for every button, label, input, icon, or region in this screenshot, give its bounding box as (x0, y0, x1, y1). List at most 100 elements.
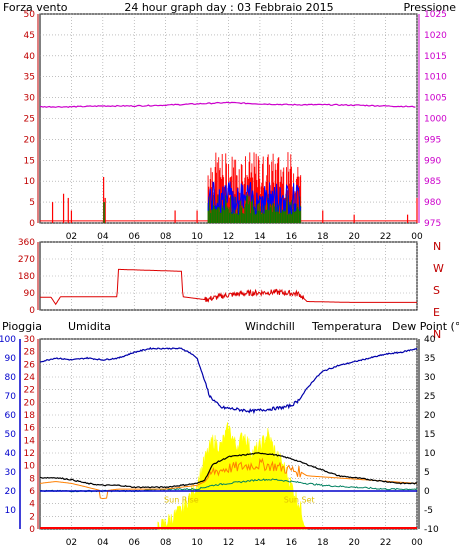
x-tick-label-wind: 08 (160, 232, 172, 242)
humidity-y-tick: 10 (5, 506, 17, 516)
x-tick-label-climate: 06 (129, 538, 141, 548)
compass-label: E (433, 306, 440, 319)
temperature-y-tick: 30 (424, 373, 436, 383)
temperature-y-tick: 15 (424, 430, 435, 440)
wind-y-tick: 10 (24, 177, 36, 187)
direction-y-tick: 360 (18, 238, 35, 248)
rain-y-tick: 24 (24, 373, 36, 383)
direction-y-tick: 270 (18, 255, 35, 265)
x-tick-label-climate: 14 (254, 538, 266, 548)
x-tick-label-wind: 18 (317, 232, 329, 242)
direction-y-tick: 180 (18, 272, 35, 282)
temperature-label: Temperatura (311, 320, 382, 333)
x-tick-label-wind: 12 (223, 232, 234, 242)
wind-speed-line (207, 181, 302, 215)
temperature-y-tick: 5 (424, 468, 430, 478)
wind-speed-label: Forza vento (3, 1, 68, 14)
humidity-y-tick: 100 (0, 335, 16, 345)
temperature-y-tick: 10 (424, 449, 436, 459)
temperature-y-tick: 40 (424, 335, 436, 345)
humidity-y-tick: 30 (5, 468, 17, 478)
x-tick-label-wind: 02 (66, 232, 77, 242)
x-tick-label-climate: 20 (348, 538, 360, 548)
humidity-y-tick: 80 (5, 373, 17, 383)
wind-y-tick: 0 (29, 219, 35, 229)
wind-direction-line (40, 268, 417, 306)
x-tick-label-wind: 22 (380, 232, 391, 242)
x-tick-label-wind: 00 (411, 232, 423, 242)
x-tick-label-climate: 04 (97, 538, 109, 548)
x-tick-label-wind: 20 (348, 232, 360, 242)
wind-y-tick: 30 (24, 94, 36, 104)
wind-y-tick: 25 (24, 115, 35, 125)
dewpoint-label: Dew Point (°C (392, 320, 459, 333)
humidity-y-tick: 50 (5, 430, 17, 440)
rain-y-tick: 6 (29, 487, 35, 497)
rain-y-tick: 26 (24, 360, 36, 370)
sunrise-label: Sun Rise (164, 495, 199, 504)
wind-y-tick: 35 (24, 73, 35, 83)
temperature-y-tick: -10 (424, 525, 439, 535)
rain-y-tick: 2 (29, 512, 35, 522)
wind-y-tick: 45 (24, 31, 35, 41)
pressure-y-tick: 1015 (424, 52, 447, 62)
series-lines (39, 101, 418, 529)
humidity-y-tick: 60 (5, 411, 17, 421)
pressure-y-tick: 1010 (424, 73, 447, 83)
compass-label: S (433, 284, 440, 297)
x-tick-label-wind: 06 (129, 232, 141, 242)
temperature-y-tick: 35 (424, 354, 435, 364)
graph-title: 24 hour graph day : 03 Febbraio 2015 (124, 1, 333, 14)
rain-y-tick: 8 (29, 474, 35, 484)
direction-y-tick: 0 (29, 306, 35, 316)
pressure-y-tick: 1020 (424, 31, 447, 41)
temperature-line (39, 452, 418, 489)
wind-y-tick: 50 (24, 10, 36, 20)
compass-label: N (433, 240, 441, 253)
rain-y-tick: 18 (24, 411, 36, 421)
rain-y-tick: 22 (24, 386, 35, 396)
wind-y-tick: 5 (29, 198, 35, 208)
pressure-y-tick: 985 (424, 177, 441, 187)
axis-labels: 0202040406060808101012121414161618182020… (0, 10, 447, 548)
temperature-y-tick: 0 (424, 487, 430, 497)
rain-y-tick: 0 (29, 525, 35, 535)
pressure-y-tick: 980 (424, 198, 441, 208)
rain-y-tick: 4 (29, 500, 35, 510)
windchill-line (39, 457, 418, 500)
pressure-y-tick: 1005 (424, 94, 447, 104)
x-tick-label-climate: 10 (191, 538, 203, 548)
rain-y-tick: 12 (24, 449, 35, 459)
temperature-y-tick: -5 (424, 506, 433, 516)
x-tick-label-climate: 12 (223, 538, 234, 548)
rain-y-tick: 14 (24, 436, 36, 446)
x-tick-label-climate: 00 (411, 538, 423, 548)
windchill-label: Windchill (245, 320, 295, 333)
x-tick-label-wind: 14 (254, 232, 266, 242)
wind-y-tick: 15 (24, 156, 35, 166)
pressure-y-tick: 975 (424, 219, 441, 229)
x-tick-label-climate: 16 (286, 538, 298, 548)
temperature-y-tick: 20 (424, 411, 436, 421)
x-tick-label-wind: 10 (191, 232, 203, 242)
solar-radiation-area (157, 422, 307, 530)
x-tick-label-climate: 18 (317, 538, 329, 548)
humidity-y-tick: 40 (5, 449, 17, 459)
solar-area (157, 422, 307, 530)
x-tick-label-climate: 02 (66, 538, 77, 548)
direction-y-tick: 90 (24, 289, 36, 299)
compass-label: W (433, 262, 444, 275)
humidity-y-tick: 20 (5, 487, 17, 497)
humidity-label: Umidita (68, 320, 111, 333)
pressure-label: Pressione (404, 1, 457, 14)
wind-y-tick: 40 (24, 52, 36, 62)
rain-y-tick: 30 (24, 335, 36, 345)
humidity-y-tick: 70 (5, 392, 17, 402)
pressure-y-tick: 990 (424, 156, 441, 166)
rain-y-tick: 28 (24, 348, 36, 358)
x-tick-label-wind: 16 (286, 232, 298, 242)
temperature-y-tick: 25 (424, 392, 435, 402)
rain-y-tick: 20 (24, 398, 36, 408)
x-tick-label-climate: 22 (380, 538, 391, 548)
